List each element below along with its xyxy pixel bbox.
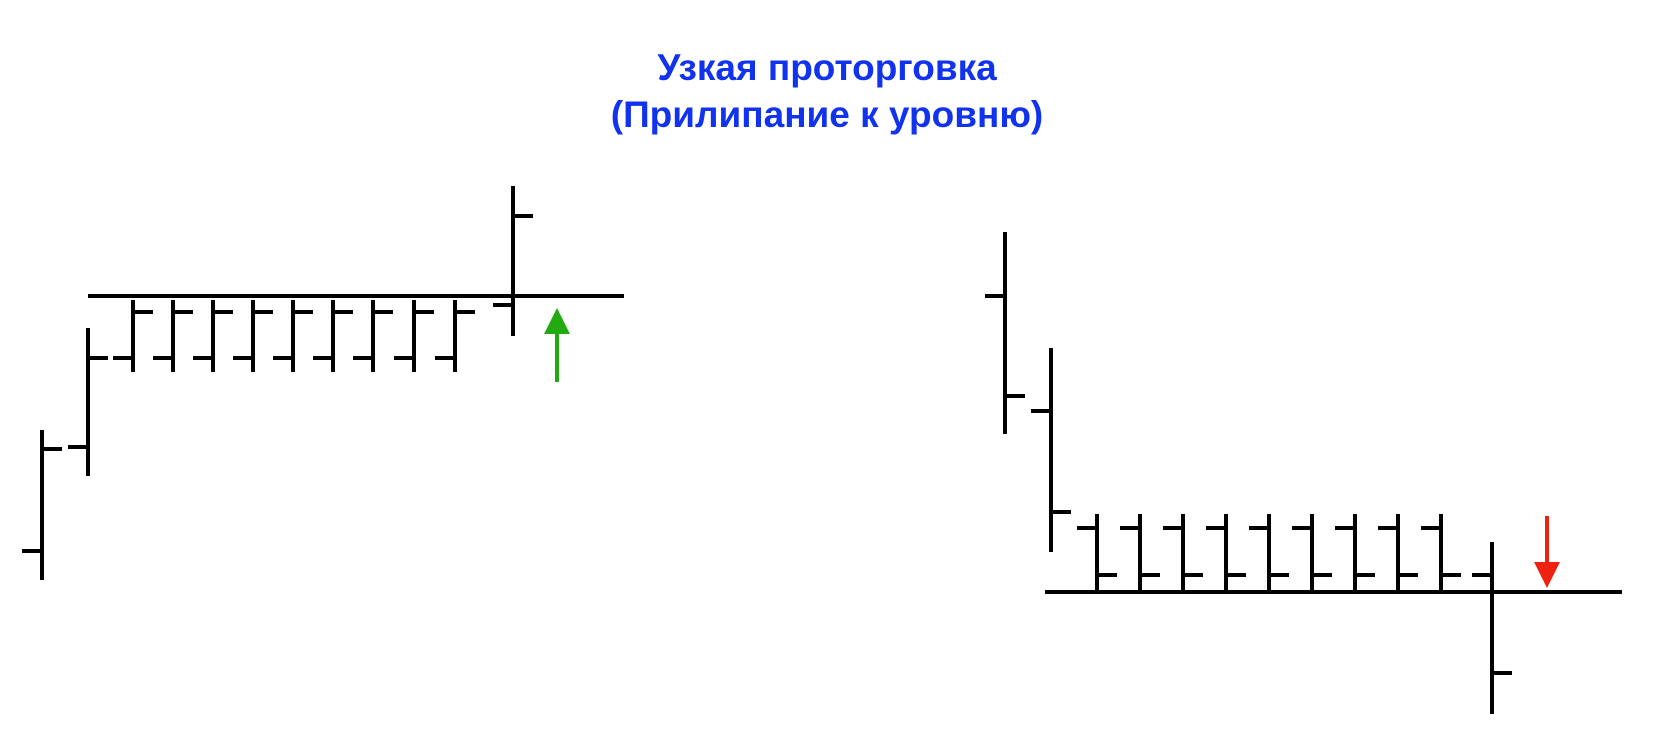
left-bar-6 — [273, 300, 313, 372]
left-bar-0 — [22, 430, 62, 580]
left-bar-5 — [233, 300, 273, 372]
right-bar-2 — [1077, 514, 1117, 590]
title-line-1: Узкая проторговка — [657, 47, 997, 88]
ohlc-bars-right — [985, 232, 1512, 714]
right-bar-1 — [1031, 348, 1071, 552]
title-line-2: (Прилипание к уровню) — [610, 94, 1044, 135]
arrow-up-icon — [544, 308, 570, 382]
right-bar-9 — [1378, 514, 1418, 590]
left-bar-7 — [313, 300, 353, 372]
panel-support-breakout — [985, 232, 1622, 714]
right-bar-5 — [1206, 514, 1246, 590]
left-bar-11 — [493, 186, 533, 336]
right-bar-3 — [1120, 514, 1160, 590]
left-bar-3 — [153, 300, 193, 372]
right-bar-0 — [985, 232, 1025, 434]
diagram-title: Узкая проторговка (Прилипание к уровню) — [0, 44, 1654, 138]
left-bar-1 — [68, 328, 108, 476]
left-bar-9 — [394, 300, 434, 372]
right-bar-6 — [1249, 514, 1289, 590]
arrow-down-icon — [1534, 516, 1560, 588]
left-bar-10 — [435, 300, 475, 372]
right-bar-7 — [1292, 514, 1332, 590]
right-bar-4 — [1163, 514, 1203, 590]
left-bar-4 — [193, 300, 233, 372]
right-bar-8 — [1335, 514, 1375, 590]
panel-resistance-breakout — [22, 186, 624, 580]
ohlc-bars-left — [22, 186, 533, 580]
right-bar-10 — [1421, 514, 1461, 590]
right-bar-11 — [1472, 542, 1512, 714]
left-bar-2 — [113, 300, 153, 372]
left-bar-8 — [353, 300, 393, 372]
